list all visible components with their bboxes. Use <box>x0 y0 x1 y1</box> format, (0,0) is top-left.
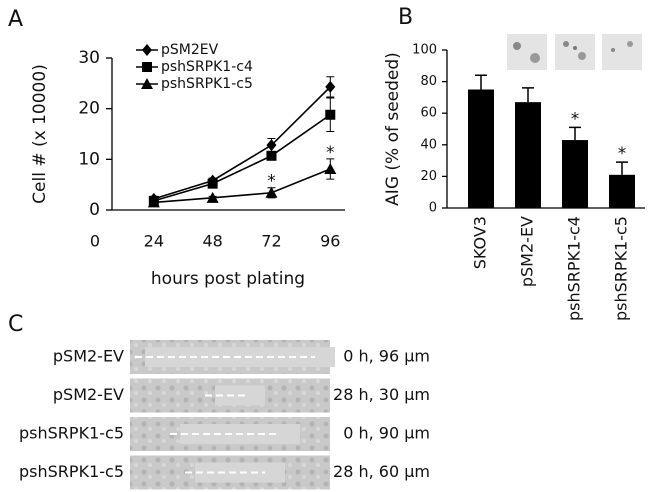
y-tick-label: 80 <box>420 74 437 89</box>
y-tick-label: 40 <box>420 137 437 152</box>
x-tick-label: 96 <box>320 232 340 251</box>
bar <box>562 140 588 208</box>
marker <box>206 191 219 203</box>
y-axis-label: Cell # (x 10000) <box>30 64 50 204</box>
marker <box>325 109 336 120</box>
bar <box>515 102 541 208</box>
row-label: pshSRPK1-c5 <box>19 424 124 443</box>
row-caption: 28 h, 60 μm <box>333 462 430 481</box>
row-caption: 28 h, 30 μm <box>333 385 430 404</box>
y-tick-label: 100 <box>412 43 437 58</box>
annotation: * <box>571 109 580 129</box>
x-tick-label: 0 <box>90 232 100 251</box>
y-tick-label: 10 <box>78 149 100 169</box>
marker <box>325 80 336 93</box>
x-tick-label: pshSRPK1-c4 <box>565 216 584 321</box>
legend-label: pSM2EV <box>161 42 219 58</box>
marker <box>324 162 337 174</box>
marker <box>266 139 277 152</box>
marker <box>265 186 278 198</box>
x-tick-label: 72 <box>261 232 281 251</box>
row-label: pSM2-EV <box>53 385 124 404</box>
row-label: pshSRPK1-c5 <box>19 462 124 481</box>
y-tick-label: 0 <box>429 201 437 216</box>
panel-letter: B <box>398 5 413 30</box>
error-bar <box>475 74 487 90</box>
legend-label: pshSRPK1-c5 <box>161 76 253 92</box>
y-tick-label: 0 <box>89 200 100 220</box>
row-caption: 0 h, 96 μm <box>343 347 430 366</box>
marker <box>266 150 277 161</box>
marker <box>207 178 218 189</box>
row-caption: 0 h, 90 μm <box>343 424 430 443</box>
marker <box>142 44 152 56</box>
row-label: pSM2-EV <box>53 347 124 366</box>
bar <box>609 174 635 208</box>
x-tick-label: 48 <box>202 232 222 251</box>
colony-images <box>507 34 642 70</box>
annotation: * <box>267 172 276 192</box>
y-tick-label: 30 <box>78 48 100 68</box>
error-bar <box>616 161 628 175</box>
annotation: * <box>618 144 627 164</box>
series-line <box>153 86 331 200</box>
marker <box>142 62 152 72</box>
legend-label: pshSRPK1-c4 <box>161 59 253 75</box>
x-tick-label: pSM2-EV <box>518 216 537 287</box>
error-bar <box>522 87 534 103</box>
y-tick-label: 20 <box>78 99 100 119</box>
y-tick-label: 20 <box>420 169 437 184</box>
x-tick-label: SKOV3 <box>471 216 490 269</box>
y-tick-label: 60 <box>420 106 437 121</box>
panel-letter: A <box>8 7 23 32</box>
error-bar <box>569 126 581 141</box>
marker <box>141 78 153 89</box>
marker <box>147 196 160 208</box>
x-tick-label: pshSRPK1-c5 <box>612 216 631 321</box>
series-line <box>153 114 331 202</box>
series-line <box>153 168 331 204</box>
annotation: * <box>326 143 335 163</box>
x-axis-label: hours post plating <box>151 269 305 289</box>
bar <box>468 89 494 208</box>
panel-letter: C <box>8 312 23 337</box>
y-axis-label: AIG (% of seeded) <box>383 52 403 206</box>
x-tick-label: 24 <box>144 232 164 251</box>
